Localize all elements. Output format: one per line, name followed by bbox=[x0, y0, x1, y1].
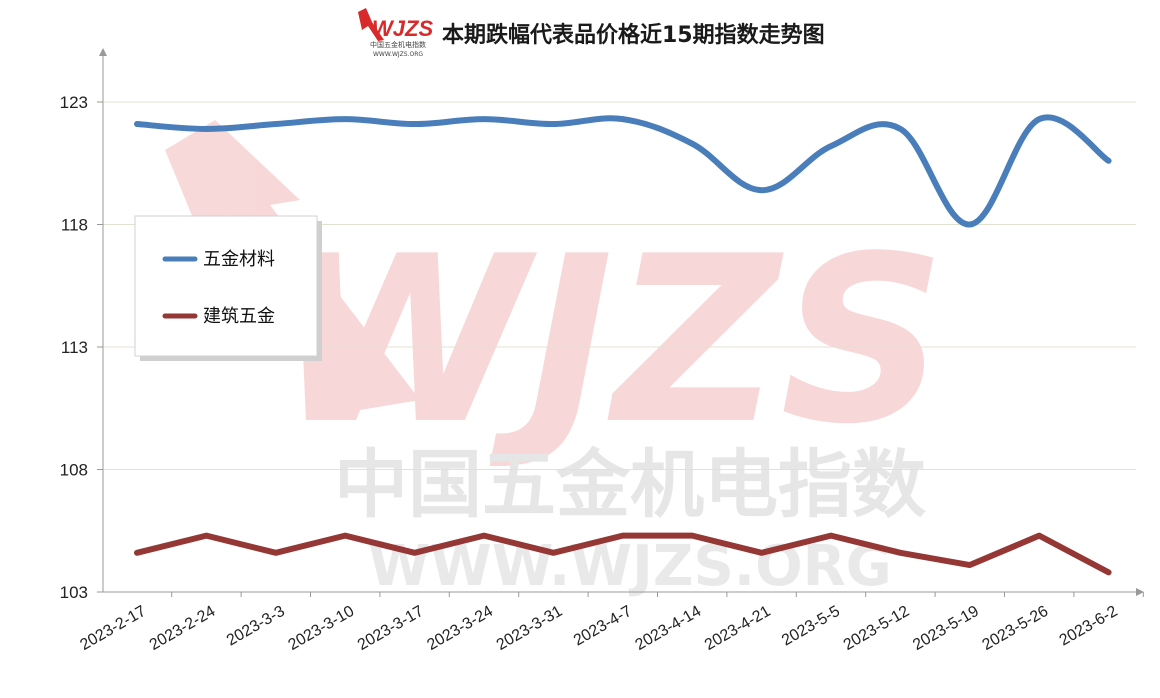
x-tick-label: 2023-2-17 bbox=[77, 603, 149, 654]
x-tick-label: 2023-5-12 bbox=[841, 603, 913, 654]
legend: 五金材料 建筑五金 bbox=[134, 215, 322, 361]
x-tick-label: 2023-3-31 bbox=[494, 603, 566, 654]
series-lines bbox=[134, 114, 1112, 576]
y-tick-label: 113 bbox=[61, 338, 88, 357]
x-tick-label: 2023-3-24 bbox=[424, 603, 496, 654]
legend-label-series-1: 五金材料 bbox=[203, 249, 275, 270]
legend-box bbox=[134, 215, 318, 357]
x-tick-label: 2023-5-5 bbox=[779, 603, 843, 650]
logo-arrow-icon bbox=[358, 8, 384, 41]
x-tick-label: 2023-4-21 bbox=[702, 603, 774, 654]
chart-title: 本期跌幅代表品价格近15期指数走势图 bbox=[442, 22, 825, 48]
logo-brand: WJZS bbox=[372, 16, 433, 41]
watermark: WJZS 中国五金机电指数 WWW.WJZS.ORG bbox=[165, 120, 946, 599]
logo-subtitle: 中国五金机电指数 bbox=[370, 40, 426, 49]
series-line-2 bbox=[134, 532, 1112, 576]
axes bbox=[99, 48, 1144, 596]
watermark-brand: WJZS bbox=[274, 208, 946, 475]
y-tick-label: 118 bbox=[61, 216, 88, 235]
logo-url: WWW.WJZS.ORG bbox=[373, 51, 423, 58]
y-tick-label: 108 bbox=[60, 461, 88, 480]
logo: WJZS 中国五金机电指数 WWW.WJZS.ORG bbox=[358, 8, 433, 58]
y-axis-arrow-icon bbox=[99, 48, 107, 56]
x-tick-label: 2023-3-10 bbox=[286, 603, 358, 654]
x-tick-label: 2023-4-7 bbox=[571, 603, 635, 650]
x-tick-label: 2023-2-24 bbox=[147, 603, 219, 654]
x-tick-label: 2023-4-14 bbox=[633, 603, 705, 654]
x-axis-arrow-icon bbox=[1136, 588, 1144, 596]
x-tick-label: 2023-5-26 bbox=[980, 603, 1052, 654]
y-tick-label: 123 bbox=[60, 93, 88, 112]
series-line-1 bbox=[134, 114, 1112, 228]
x-tick-label: 2023-6-2 bbox=[1057, 603, 1121, 650]
x-tick-label: 2023-5-19 bbox=[910, 603, 982, 654]
y-tick-label: 103 bbox=[60, 583, 88, 602]
legend-label-series-2: 建筑五金 bbox=[203, 306, 275, 327]
watermark-line1: 中国五金机电指数 bbox=[334, 442, 926, 528]
y-tick-labels: 103 108 113 118 123 bbox=[60, 93, 103, 602]
x-tick-label: 2023-3-3 bbox=[224, 603, 288, 650]
x-tick-label: 2023-3-17 bbox=[355, 603, 427, 654]
